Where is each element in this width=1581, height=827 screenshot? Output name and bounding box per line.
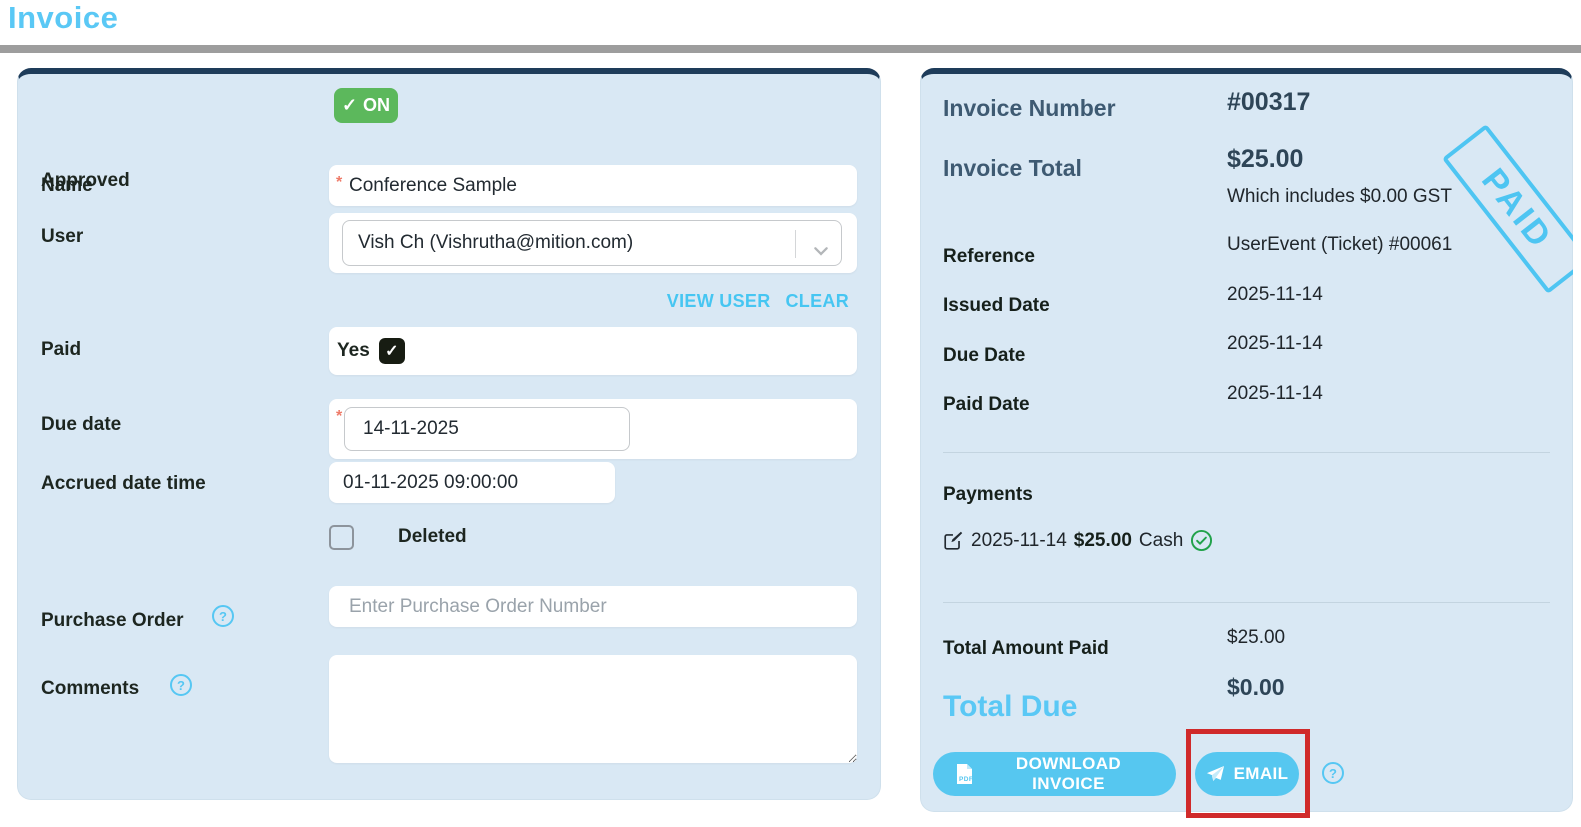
issued-date-value: 2025-11-14 bbox=[1227, 284, 1323, 305]
invoice-form-panel: Approved ✓ ON Name * User Vish Ch (Vishr… bbox=[17, 68, 881, 800]
payment-row: 2025-11-14 $25.00 Cash bbox=[943, 529, 1213, 552]
send-icon bbox=[1206, 765, 1225, 784]
total-paid-value: $25.00 bbox=[1227, 627, 1286, 648]
user-field-wrap: Vish Ch (Vishrutha@mition.com) bbox=[329, 213, 857, 273]
paid-checkbox[interactable]: ✓ bbox=[378, 338, 405, 364]
paid-date-value: 2025-11-14 bbox=[1227, 383, 1323, 404]
payment-amount: $25.00 bbox=[1073, 529, 1132, 551]
user-label: User bbox=[41, 226, 84, 247]
approved-toggle-label: ON bbox=[363, 95, 391, 115]
total-due-value: $0.00 bbox=[1227, 674, 1285, 700]
paid-date-label: Paid Date bbox=[943, 394, 1030, 415]
accrued-field-wrap bbox=[329, 462, 615, 503]
view-user-link[interactable]: VIEW USER bbox=[666, 291, 771, 311]
payment-method: Cash bbox=[1138, 529, 1184, 551]
due-date-input[interactable]: 14-11-2025 bbox=[344, 407, 630, 451]
reference-value: UserEvent (Ticket) #00061 bbox=[1227, 234, 1453, 255]
required-icon: * bbox=[336, 408, 343, 425]
download-invoice-label: DOWNLOAD INVOICE bbox=[1015, 754, 1122, 793]
deleted-checkbox[interactable] bbox=[329, 525, 354, 550]
email-button[interactable]: EMAIL bbox=[1195, 752, 1299, 796]
user-select-value: Vish Ch (Vishrutha@mition.com) bbox=[358, 232, 634, 253]
check-icon: ✓ bbox=[385, 343, 399, 360]
name-input[interactable] bbox=[329, 165, 857, 206]
paid-label: Paid bbox=[41, 339, 82, 360]
payment-success-icon bbox=[1190, 529, 1213, 552]
purchase-order-input[interactable] bbox=[329, 586, 857, 627]
pdf-file-icon: PDF bbox=[955, 763, 974, 785]
purchase-order-label: Purchase Order bbox=[41, 610, 184, 631]
summary-divider bbox=[943, 452, 1550, 453]
due-date-value: 14-11-2025 bbox=[363, 418, 459, 439]
payment-date: 2025-11-14 bbox=[971, 529, 1067, 551]
download-invoice-button[interactable]: PDF DOWNLOAD INVOICE bbox=[933, 752, 1176, 796]
select-divider bbox=[795, 230, 796, 258]
paid-field-wrap: Yes ✓ bbox=[329, 327, 857, 375]
invoice-number-value: #00317 bbox=[1227, 88, 1311, 116]
approved-label: Approved bbox=[41, 170, 130, 191]
email-label: EMAIL bbox=[1233, 764, 1289, 783]
check-icon: ✓ bbox=[341, 95, 358, 115]
paid-stamp: PAID bbox=[1441, 123, 1573, 295]
issued-date-label: Issued Date bbox=[943, 295, 1050, 316]
edit-payment-icon[interactable] bbox=[943, 530, 964, 551]
comments-help-icon[interactable]: ? bbox=[170, 674, 192, 696]
summary-divider bbox=[943, 602, 1550, 603]
total-due-label: Total Due bbox=[943, 690, 1078, 723]
due-date-summary-value: 2025-11-14 bbox=[1227, 333, 1323, 354]
gst-note: Which includes $0.00 GST bbox=[1227, 186, 1452, 207]
due-date-label: Due date bbox=[41, 414, 122, 435]
invoice-number-label: Invoice Number bbox=[943, 95, 1116, 121]
name-field-wrap: * bbox=[329, 165, 857, 206]
header-divider bbox=[0, 45, 1581, 53]
reference-label: Reference bbox=[943, 246, 1035, 267]
svg-text:PDF: PDF bbox=[959, 776, 973, 783]
total-paid-label: Total Amount Paid bbox=[943, 638, 1109, 659]
page-title: Invoice bbox=[8, 0, 119, 35]
due-date-summary-label: Due Date bbox=[943, 345, 1026, 366]
invoice-total-value: $25.00 bbox=[1227, 145, 1304, 173]
accrued-label: Accrued date time bbox=[41, 473, 206, 494]
purchase-order-help-icon[interactable]: ? bbox=[212, 605, 234, 627]
payments-header: Payments bbox=[943, 484, 1033, 505]
paid-value: Yes bbox=[337, 340, 370, 361]
required-icon: * bbox=[336, 174, 343, 191]
approved-toggle[interactable]: ✓ ON bbox=[334, 88, 398, 123]
comments-textarea[interactable] bbox=[329, 655, 857, 763]
comments-label: Comments bbox=[41, 678, 140, 699]
name-label: Name bbox=[41, 175, 93, 196]
purchase-order-field-wrap bbox=[329, 586, 857, 627]
email-help-icon[interactable]: ? bbox=[1322, 762, 1344, 784]
user-select[interactable]: Vish Ch (Vishrutha@mition.com) bbox=[342, 220, 842, 266]
chevron-down-icon bbox=[814, 240, 828, 262]
deleted-label: Deleted bbox=[398, 526, 467, 547]
accrued-input[interactable] bbox=[329, 462, 615, 503]
due-date-field-wrap: * 14-11-2025 bbox=[329, 399, 857, 459]
invoice-summary-panel: PAID Invoice Number #00317 Invoice Total… bbox=[920, 68, 1573, 812]
invoice-total-label: Invoice Total bbox=[943, 155, 1082, 181]
clear-link[interactable]: CLEAR bbox=[785, 291, 849, 311]
action-buttons: PDF DOWNLOAD INVOICE EMAIL bbox=[933, 752, 1299, 796]
